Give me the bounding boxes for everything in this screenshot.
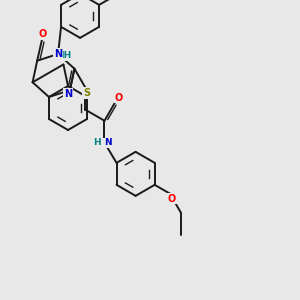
Text: O: O: [114, 93, 123, 103]
Text: H: H: [93, 138, 100, 147]
Text: O: O: [168, 194, 176, 204]
Text: N: N: [64, 89, 72, 99]
Text: S: S: [83, 88, 90, 98]
Text: O: O: [38, 29, 46, 39]
Text: N: N: [104, 138, 111, 147]
Text: N: N: [54, 49, 62, 59]
Text: NH: NH: [56, 51, 71, 60]
